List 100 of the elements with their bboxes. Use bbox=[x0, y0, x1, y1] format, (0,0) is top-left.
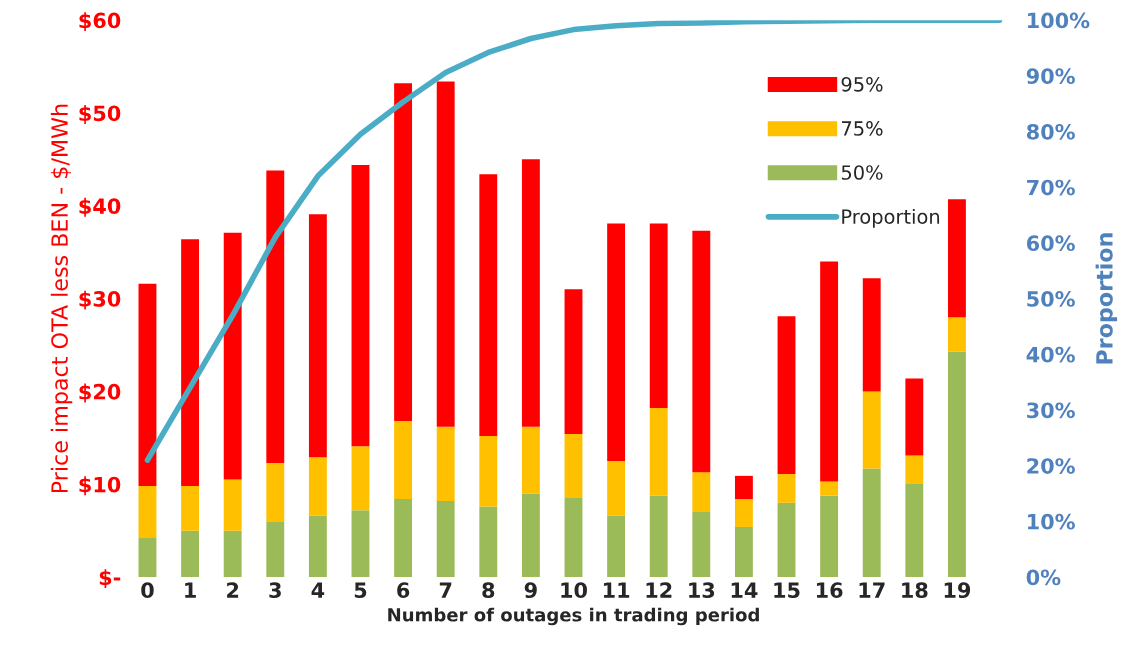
x-tick-label: 16 bbox=[816, 582, 843, 599]
bar bbox=[521, 493, 540, 578]
y2-tick-label: 70% bbox=[1027, 179, 1075, 196]
bar bbox=[862, 391, 881, 469]
x-tick-label: 4 bbox=[311, 582, 325, 598]
bar bbox=[479, 435, 498, 507]
legend-label: 95% bbox=[841, 76, 883, 92]
bar bbox=[947, 351, 966, 578]
bar bbox=[947, 199, 966, 318]
legend-label: Proportion bbox=[842, 208, 940, 228]
bar bbox=[479, 174, 498, 436]
bar bbox=[734, 526, 753, 578]
y-tick-label: $50 bbox=[79, 105, 121, 124]
bar bbox=[521, 426, 540, 494]
bar bbox=[394, 499, 413, 578]
bar bbox=[181, 530, 200, 578]
x-tick-label: 18 bbox=[902, 582, 928, 599]
bar bbox=[692, 230, 711, 473]
bar bbox=[308, 214, 327, 458]
x-tick-label: 9 bbox=[524, 582, 537, 599]
x-tick-label: 8 bbox=[482, 582, 495, 599]
bar bbox=[607, 223, 626, 462]
y-tick-label: $20 bbox=[79, 383, 121, 403]
bar bbox=[777, 316, 796, 475]
y2-tick-label: 50% bbox=[1027, 291, 1075, 307]
bar bbox=[521, 159, 540, 427]
bar bbox=[436, 500, 455, 578]
x-axis-title: Number of outages in trading period bbox=[388, 607, 759, 626]
legend-label: 50% bbox=[841, 165, 883, 180]
x-tick-label: 14 bbox=[731, 582, 758, 598]
y2-tick-label: 30% bbox=[1027, 402, 1075, 419]
x-tick-label: 12 bbox=[646, 582, 672, 598]
bar bbox=[394, 421, 413, 500]
y2-tick-label: 60% bbox=[1026, 235, 1075, 252]
x-tick-label: 1 bbox=[185, 582, 196, 598]
x-tick-label: 7 bbox=[439, 582, 452, 598]
y2-tick-label: 20% bbox=[1027, 458, 1075, 474]
bar bbox=[947, 317, 966, 352]
bar bbox=[351, 446, 370, 511]
x-tick-label: 3 bbox=[269, 582, 281, 599]
bar bbox=[223, 530, 242, 578]
x-tick-label: 2 bbox=[227, 582, 239, 598]
y-tick-label: $40 bbox=[79, 197, 121, 217]
bar bbox=[777, 474, 796, 503]
x-tick-label: 17 bbox=[859, 582, 885, 598]
bar bbox=[862, 468, 881, 578]
bar bbox=[266, 170, 285, 463]
y2-axis-title: Proportion bbox=[1095, 233, 1118, 364]
bar bbox=[223, 232, 242, 480]
bar bbox=[734, 475, 753, 500]
bar bbox=[649, 408, 668, 496]
bar bbox=[734, 499, 753, 527]
y2-tick-label: 10% bbox=[1028, 513, 1075, 530]
x-tick-label: 0 bbox=[141, 582, 154, 599]
bar bbox=[649, 223, 668, 409]
x-tick-label: 11 bbox=[603, 582, 630, 598]
y2-tick-label: 0% bbox=[1026, 569, 1061, 586]
legend-label: 75% bbox=[841, 121, 883, 136]
bar bbox=[905, 455, 924, 484]
bar bbox=[436, 81, 455, 427]
y2-tick-label: 80% bbox=[1026, 123, 1075, 140]
bar bbox=[820, 495, 839, 578]
bar bbox=[905, 483, 924, 578]
x-tick-label: 6 bbox=[397, 582, 410, 599]
bar bbox=[777, 502, 796, 578]
x-tick-label: 19 bbox=[944, 582, 971, 599]
bar bbox=[138, 537, 157, 578]
bar bbox=[308, 457, 327, 516]
bar bbox=[138, 283, 157, 487]
bar bbox=[820, 261, 839, 482]
bar bbox=[479, 506, 498, 578]
x-tick-label: 15 bbox=[774, 582, 800, 599]
bar bbox=[862, 278, 881, 392]
bar bbox=[905, 378, 924, 456]
bar bbox=[138, 486, 157, 538]
y2-tick-label: 90% bbox=[1026, 68, 1075, 85]
bar bbox=[607, 461, 626, 516]
bar bbox=[649, 495, 668, 578]
bar bbox=[351, 510, 370, 578]
y-tick-label: $10 bbox=[79, 476, 121, 496]
bar bbox=[181, 486, 200, 531]
bar bbox=[223, 479, 242, 531]
y-axis-title: Price impact OTA less BEN - $/MWh bbox=[50, 104, 73, 493]
y-tick-label: $- bbox=[99, 569, 121, 589]
bar bbox=[607, 515, 626, 578]
bar bbox=[394, 83, 413, 422]
bar bbox=[436, 426, 455, 501]
y2-tick-label: 40% bbox=[1026, 346, 1075, 363]
x-tick-label: 5 bbox=[354, 582, 367, 599]
bar bbox=[351, 164, 370, 447]
bar bbox=[266, 521, 285, 578]
bar bbox=[266, 462, 285, 522]
bar bbox=[308, 515, 327, 578]
bar bbox=[564, 434, 583, 498]
y2-tick-label: 100% bbox=[1028, 12, 1090, 29]
bar bbox=[564, 289, 583, 435]
bar bbox=[820, 481, 839, 496]
y-tick-label: $30 bbox=[79, 290, 121, 310]
bar bbox=[181, 239, 200, 487]
y-tick-label: $60 bbox=[79, 12, 121, 32]
